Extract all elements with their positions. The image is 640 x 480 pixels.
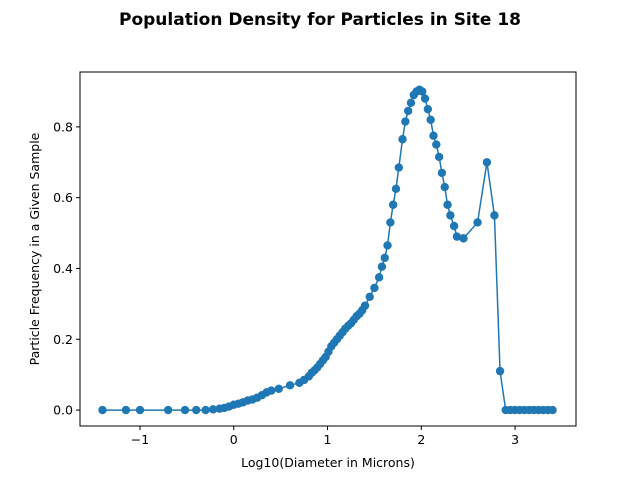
x-axis-ticks: −1 0 1 2 3	[131, 426, 519, 447]
data-point	[403, 106, 413, 116]
data-point	[434, 152, 444, 162]
data-point	[388, 200, 398, 209]
data-point	[452, 232, 462, 241]
y-tick-label: 0.0	[53, 403, 73, 418]
data-point	[192, 405, 201, 415]
data-point	[406, 98, 416, 108]
data-point	[548, 405, 557, 415]
data-point	[459, 234, 468, 243]
series-layer	[98, 85, 557, 415]
x-tick-label: −1	[131, 432, 149, 447]
x-tick-label: 3	[511, 432, 519, 447]
x-tick-label: 2	[417, 432, 425, 447]
data-point	[380, 253, 389, 263]
data-point	[490, 211, 499, 220]
data-point	[374, 273, 384, 282]
data-point	[449, 221, 459, 231]
data-point	[482, 158, 492, 167]
series-line	[102, 88, 553, 411]
y-tick-label: 0.8	[53, 119, 73, 134]
data-point	[391, 184, 401, 194]
data-point	[360, 301, 370, 310]
data-point	[420, 94, 430, 103]
data-point	[443, 200, 452, 209]
y-tick-label: 0.6	[53, 190, 73, 205]
data-point	[473, 218, 482, 227]
data-point	[446, 211, 455, 220]
data-point	[121, 405, 131, 415]
chart-title: Population Density for Particles in Site…	[119, 10, 521, 30]
y-tick-label: 0.4	[53, 261, 73, 276]
data-point	[201, 405, 210, 415]
data-point	[429, 131, 438, 140]
data-point	[426, 115, 435, 124]
data-point	[267, 386, 276, 395]
x-tick-label: 0	[230, 432, 238, 447]
data-point	[370, 283, 379, 293]
data-point	[440, 182, 449, 192]
y-axis-label: Particle Frequency in a Given Sample	[27, 132, 42, 365]
x-axis-label: Log10(Diameter in Microns)	[241, 455, 415, 470]
data-point	[495, 366, 505, 376]
y-tick-label: 0.2	[53, 332, 73, 347]
data-point	[274, 384, 283, 394]
data-point	[432, 140, 441, 149]
data-point	[386, 218, 395, 227]
data-point	[423, 104, 433, 114]
data-point	[208, 405, 218, 414]
data-point	[377, 262, 387, 271]
y-axis-ticks: 0.0 0.2 0.4 0.6 0.8	[53, 119, 80, 418]
data-point	[285, 381, 295, 390]
data-point	[418, 87, 427, 96]
data-point	[180, 405, 190, 415]
data-point	[135, 405, 145, 415]
data-point	[163, 405, 173, 415]
x-tick-label: 1	[324, 432, 332, 447]
data-point	[365, 292, 374, 301]
data-point	[437, 168, 447, 178]
data-point	[398, 135, 407, 144]
data-point	[401, 117, 410, 126]
data-point	[394, 163, 403, 172]
data-point	[383, 241, 392, 250]
data-point	[98, 405, 107, 415]
